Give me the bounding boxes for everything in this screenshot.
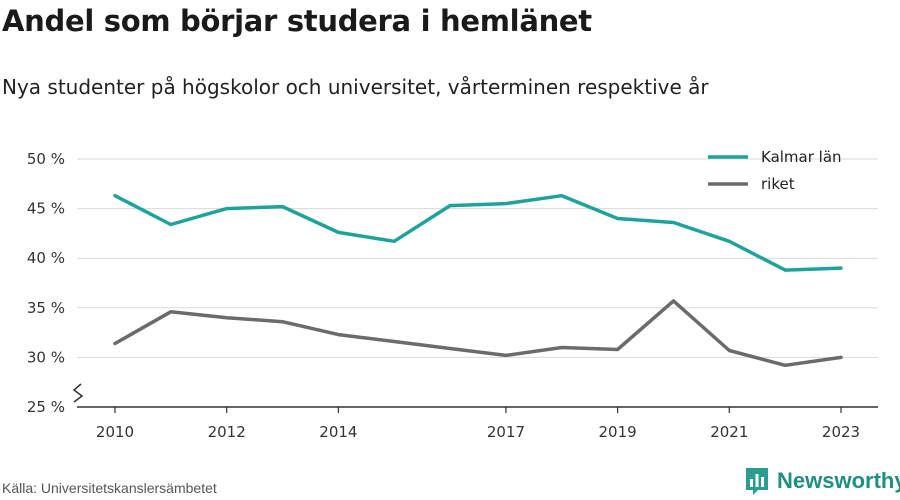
legend-label-0: Kalmar län xyxy=(761,148,842,166)
y-tick-label-30: 30 % xyxy=(27,348,65,366)
y-tick-label-45: 45 % xyxy=(27,200,65,218)
source-note: Källa: Universitetskanslersämbetet xyxy=(2,480,217,496)
axis-break-marker xyxy=(72,383,84,403)
x-tick-label-2023: 2023 xyxy=(822,423,860,441)
x-tick-label-2021: 2021 xyxy=(710,423,748,441)
brand-logo: Newsworthy xyxy=(744,466,900,496)
x-tick-label-2010: 2010 xyxy=(96,423,134,441)
brand-name: Newsworthy xyxy=(777,468,900,493)
series-line-kalmar xyxy=(113,193,843,272)
y-tick-label-25: 25 % xyxy=(27,398,65,416)
y-axis-ticks: 25 % 30 % 35 % 40 % 45 % 50 % xyxy=(27,150,65,416)
series-line-riket xyxy=(113,299,843,368)
x-tick-label-2017: 2017 xyxy=(487,423,525,441)
x-tick-label-2019: 2019 xyxy=(599,423,637,441)
bar-chart-logo-icon xyxy=(746,468,768,495)
y-tick-label-35: 35 % xyxy=(27,299,65,317)
chart-title: Andel som börjar studera i hemlänet xyxy=(2,4,592,38)
x-tick-label-2012: 2012 xyxy=(208,423,246,441)
y-tick-label-40: 40 % xyxy=(27,249,65,267)
series-lines xyxy=(113,193,843,368)
legend-label-1: riket xyxy=(761,175,795,193)
y-tick-label-50: 50 % xyxy=(27,150,65,168)
gridlines xyxy=(77,158,878,358)
chart-subtitle: Nya studenter på högskolor och universit… xyxy=(2,75,709,99)
x-axis: 2010 2012 2014 2017 2019 2021 2023 xyxy=(72,383,878,441)
legend: Kalmar län riket xyxy=(708,148,842,193)
x-tick-label-2014: 2014 xyxy=(319,423,357,441)
